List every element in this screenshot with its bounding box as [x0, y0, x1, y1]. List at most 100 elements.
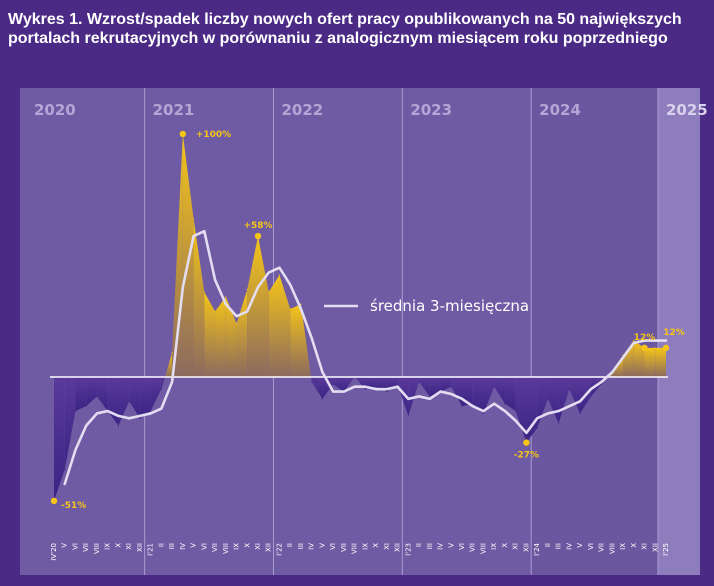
- x-tick-label: II: [157, 543, 165, 547]
- data-point: [311, 381, 313, 383]
- area-segment: [247, 236, 258, 377]
- annotation-label: -27%: [514, 451, 539, 461]
- x-tick-label: IV: [179, 543, 187, 550]
- x-tick-label: VII: [469, 543, 477, 552]
- data-point: [450, 386, 452, 388]
- area-segment: [279, 274, 291, 377]
- x-tick-label: I'22: [275, 543, 283, 556]
- x-tick-label: VIII: [93, 543, 101, 554]
- data-point: [547, 398, 549, 400]
- data-point: [332, 383, 334, 385]
- area-segment: [537, 377, 548, 429]
- x-tick-label: II: [544, 543, 552, 547]
- x-tick-label: XI: [512, 543, 520, 550]
- area-segment: [129, 377, 140, 419]
- x-tick-label: V: [190, 543, 198, 548]
- x-tick-label: VI: [458, 543, 466, 550]
- area-segment: [419, 377, 430, 397]
- area-segment: [290, 304, 301, 377]
- data-point: [96, 395, 98, 398]
- x-tick-label: I'25: [662, 543, 670, 556]
- x-tick-label: IV: [437, 543, 445, 550]
- area-segment: [139, 377, 151, 419]
- data-point: [289, 308, 291, 310]
- data-point: [128, 400, 130, 402]
- data-point: [235, 322, 238, 325]
- area-segment: [494, 377, 505, 404]
- area-segment: [75, 377, 87, 412]
- data-point: [74, 410, 77, 412]
- year-label: 2022: [281, 101, 323, 119]
- x-tick-label: IX: [619, 543, 627, 550]
- x-tick-label: X: [372, 543, 380, 548]
- data-point: [654, 347, 656, 349]
- area-segment: [504, 377, 516, 412]
- area-segment: [225, 296, 237, 377]
- data-point: [472, 403, 474, 405]
- data-point: [579, 412, 581, 415]
- x-tick-label: IV'20: [50, 543, 58, 561]
- x-tick-label: II: [286, 543, 294, 547]
- annotation-label: +100%: [196, 130, 231, 140]
- annotation-label: 12%: [634, 333, 656, 343]
- area-segment: [161, 377, 165, 390]
- year-panel: [402, 88, 532, 575]
- area-segment: [397, 377, 409, 416]
- x-tick-label: III: [168, 543, 176, 549]
- year-panel: [531, 88, 660, 575]
- data-point: [139, 417, 141, 419]
- year-panel: [20, 88, 145, 575]
- area-segment: [429, 377, 441, 397]
- area-segment: [215, 296, 226, 377]
- area-segment: [204, 291, 216, 377]
- area-segment: [86, 377, 97, 407]
- year-panels: 2020 2021 2022 2023 2024 2025: [20, 88, 708, 575]
- area-segment: [440, 377, 452, 392]
- x-tick-label: XI: [125, 543, 133, 550]
- data-point: [225, 296, 227, 298]
- x-tick-label: XI: [641, 543, 649, 550]
- x-tick-label: II: [415, 543, 423, 547]
- data-point: [300, 303, 302, 305]
- year-label: 2020: [34, 101, 76, 119]
- x-tick-label: XII: [136, 543, 144, 552]
- x-tick-label: X: [630, 543, 638, 548]
- x-tick-label: VIII: [608, 543, 616, 554]
- area-segment: [54, 377, 65, 501]
- annotation-dot: [179, 130, 187, 138]
- annotation-dot: [523, 439, 530, 446]
- legend: średnia 3-miesięczna: [324, 297, 529, 315]
- area-segment: [164, 352, 173, 377]
- data-point: [278, 274, 281, 276]
- average-line-group: [63, 229, 668, 486]
- area-segment: [558, 377, 570, 424]
- area-segment: [483, 377, 495, 414]
- annotation-dot: [254, 232, 262, 240]
- data-point: [117, 425, 120, 427]
- chart-title: Wykres 1. Wzrost/spadek liczby nowych of…: [8, 11, 682, 47]
- annotations: -51% +100% +58% -27% 12% 12%: [50, 130, 685, 511]
- annotation-dot: [50, 497, 58, 505]
- area-segment: [333, 377, 344, 392]
- area-segment: [96, 377, 108, 412]
- annotation-dot: [641, 344, 648, 352]
- data-point: [590, 395, 592, 398]
- x-tick-label: XI: [383, 543, 391, 550]
- data-point: [203, 291, 205, 293]
- data-point: [64, 468, 66, 470]
- x-tick-label: III: [297, 543, 305, 549]
- annotation-dot: [662, 344, 670, 352]
- x-tick-label: X: [501, 543, 509, 548]
- data-point: [375, 386, 377, 388]
- data-point: [150, 410, 152, 412]
- x-tick-label: III: [426, 543, 434, 549]
- x-tick-label: VI: [71, 543, 79, 550]
- data-point: [268, 291, 270, 293]
- area-segment: [311, 377, 323, 399]
- data-point: [418, 381, 420, 383]
- x-tick-label: VIII: [479, 543, 487, 554]
- year-label: 2021: [153, 101, 195, 119]
- x-tick-label: V: [447, 543, 455, 548]
- data-point: [600, 383, 603, 385]
- annotation-label: 12%: [663, 328, 685, 338]
